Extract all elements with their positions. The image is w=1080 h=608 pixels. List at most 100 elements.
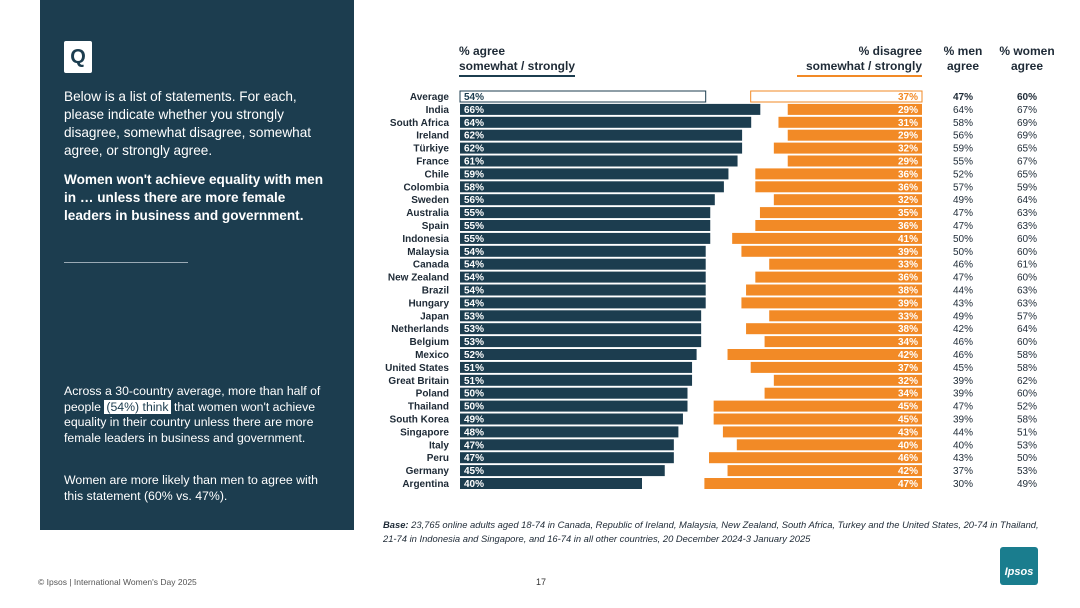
- agree-bar: [460, 194, 715, 206]
- agree-value-label: 53%: [464, 324, 484, 335]
- men-agree-value: 49%: [953, 311, 973, 322]
- men-agree-value: 47%: [953, 273, 973, 284]
- question-badge: Q: [64, 41, 92, 73]
- category-label: South Korea: [390, 415, 450, 426]
- men-header-line1: % men: [943, 44, 983, 58]
- category-label: Türkiye: [413, 144, 449, 155]
- disagree-value-label: 31%: [898, 118, 918, 129]
- agree-bar: [460, 336, 702, 348]
- men-agree-value: 50%: [953, 247, 973, 258]
- women-agree-value: 60%: [1017, 92, 1037, 103]
- disagree-bar: [787, 103, 922, 115]
- disagree-value-label: 32%: [898, 195, 918, 206]
- disagree-bar: [736, 439, 922, 451]
- sidebar-panel: Q Below is a list of statements. For eac…: [40, 0, 354, 530]
- disagree-header-line1: % disagree: [858, 44, 922, 58]
- agree-value-label: 55%: [464, 221, 484, 232]
- disagree-bar: [769, 258, 922, 270]
- category-label: Japan: [420, 311, 449, 322]
- men-agree-value: 43%: [953, 298, 973, 309]
- disagree-value-label: 29%: [898, 157, 918, 168]
- agree-value-label: 55%: [464, 234, 484, 245]
- men-agree-value: 42%: [953, 324, 973, 335]
- agree-value-label: 54%: [464, 92, 484, 103]
- page-number: 17: [536, 577, 547, 587]
- women-header-line1: % women: [999, 44, 1055, 58]
- disagree-bar: [704, 478, 922, 489]
- disagree-value-label: 34%: [898, 337, 918, 348]
- summary-highlight: (54%) think: [104, 399, 171, 414]
- disagree-value-label: 32%: [898, 144, 918, 155]
- women-agree-value: 64%: [1017, 324, 1037, 335]
- agree-bar: [460, 103, 761, 115]
- disagree-value-label: 37%: [898, 363, 918, 374]
- disagree-bar: [750, 361, 922, 373]
- agree-header-line2: somewhat / strongly: [459, 59, 576, 77]
- divider: [64, 262, 188, 263]
- category-label: Chile: [425, 169, 450, 180]
- category-label: Ireland: [416, 131, 449, 142]
- men-agree-value: 47%: [953, 208, 973, 219]
- category-label: Argentina: [402, 479, 449, 490]
- women-agree-value: 62%: [1017, 376, 1037, 387]
- agree-value-label: 54%: [464, 260, 484, 271]
- disagree-bar: [755, 168, 922, 180]
- agree-value-label: 45%: [464, 466, 484, 477]
- agree-value-label: 47%: [464, 440, 484, 451]
- disagree-bar: [741, 245, 922, 257]
- disagree-value-label: 33%: [898, 260, 918, 271]
- agree-value-label: 53%: [464, 337, 484, 348]
- men-agree-value: 45%: [953, 363, 973, 374]
- agree-bar: [459, 90, 707, 103]
- disagree-bar: [773, 374, 922, 386]
- agree-value-label: 53%: [464, 311, 484, 322]
- footer-text: © Ipsos | International Women's Day 2025: [38, 577, 197, 587]
- category-label: Sweden: [411, 195, 449, 206]
- men-agree-value: 58%: [953, 118, 973, 129]
- disagree-value-label: 38%: [898, 324, 918, 335]
- category-label: Singapore: [400, 427, 449, 438]
- summary-pre: Across a 30-country average, more than h…: [64, 384, 321, 414]
- disagree-bar: [727, 465, 922, 477]
- women-agree-value: 51%: [1017, 427, 1037, 438]
- women-agree-value: 60%: [1017, 337, 1037, 348]
- agree-bar: [460, 439, 674, 451]
- disagree-value-label: 33%: [898, 311, 918, 322]
- men-agree-value: 52%: [953, 169, 973, 180]
- men-agree-value: 47%: [953, 92, 973, 103]
- disagree-value-label: 39%: [898, 247, 918, 258]
- agree-bar: [460, 465, 665, 477]
- men-agree-value: 43%: [953, 453, 973, 464]
- agree-bar: [460, 361, 693, 373]
- category-label: Colombia: [403, 182, 449, 193]
- agree-bar: [460, 181, 724, 193]
- men-agree-value: 39%: [953, 415, 973, 426]
- diverging-bar-chart: Average 54% 37% 47% 60% India 66% 29% 64% 67% Sout…: [385, 90, 1037, 490]
- agree-value-label: 64%: [464, 118, 484, 129]
- women-agree-value: 58%: [1017, 415, 1037, 426]
- category-label: Germany: [406, 466, 450, 477]
- disagree-header-line2: somewhat / strongly: [797, 59, 922, 77]
- agree-bar: [460, 245, 706, 257]
- women-agree-value: 58%: [1017, 350, 1037, 361]
- disagree-bar: [709, 452, 922, 464]
- women-agree-value: 52%: [1017, 402, 1037, 413]
- women-agree-value: 53%: [1017, 466, 1037, 477]
- category-label: Brazil: [422, 286, 449, 297]
- men-agree-value: 57%: [953, 182, 973, 193]
- men-header-line2: agree: [946, 59, 980, 73]
- women-agree-value: 60%: [1017, 234, 1037, 245]
- women-agree-value: 63%: [1017, 221, 1037, 232]
- base-label: Base:: [383, 519, 409, 530]
- agree-value-label: 58%: [464, 182, 484, 193]
- disagree-bar: [750, 90, 923, 103]
- agree-bar: [460, 129, 743, 141]
- agree-bar: [460, 478, 642, 489]
- women-agree-value: 65%: [1017, 169, 1037, 180]
- disagree-bar: [746, 323, 922, 335]
- category-label: Spain: [422, 221, 449, 232]
- men-agree-value: 47%: [953, 221, 973, 232]
- disagree-value-label: 40%: [898, 440, 918, 451]
- women-agree-value: 67%: [1017, 157, 1037, 168]
- agree-header-line1: % agree: [459, 44, 506, 58]
